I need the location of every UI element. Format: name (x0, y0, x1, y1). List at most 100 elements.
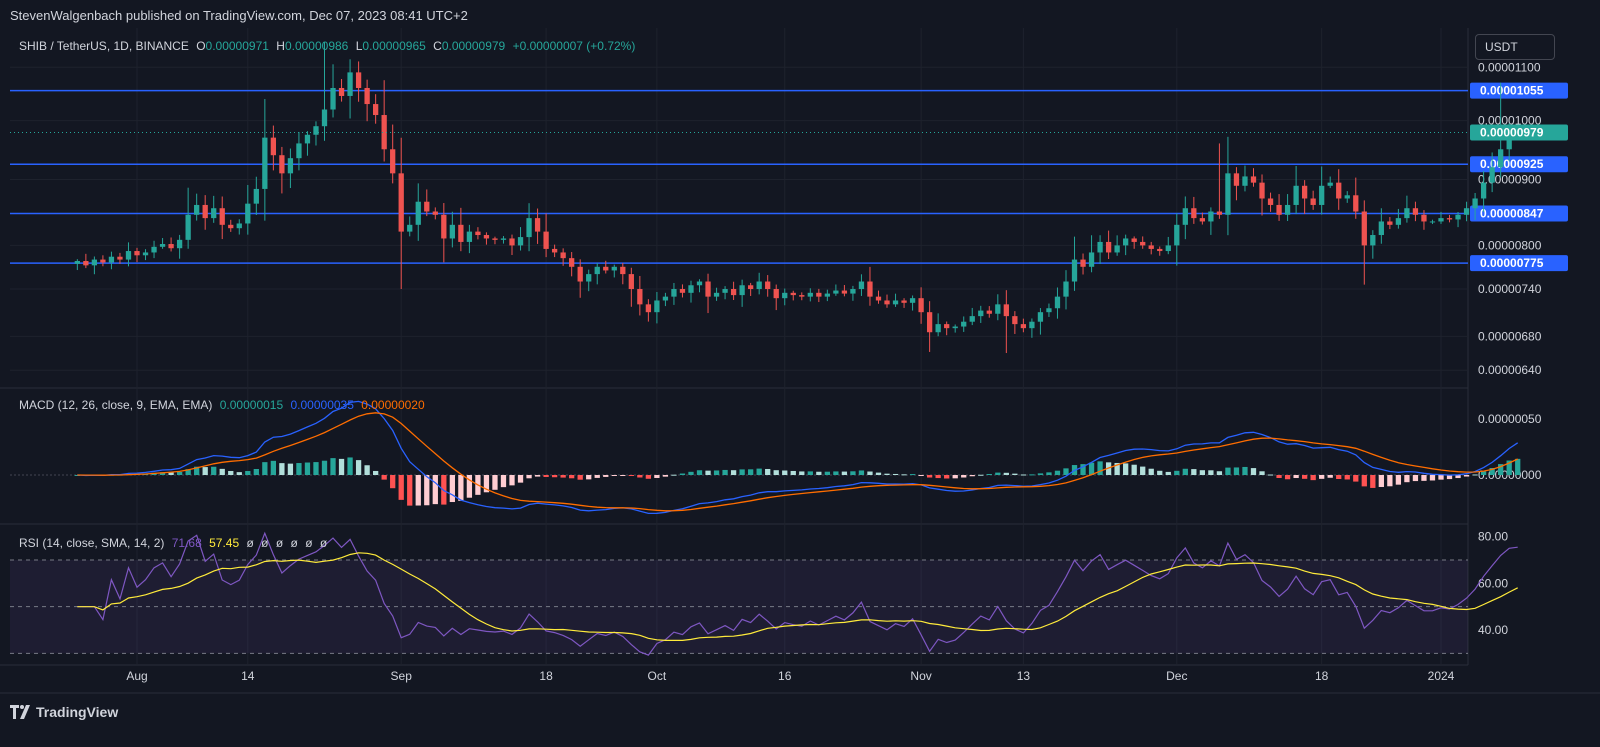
macd-line-value: 0.00000035 (290, 398, 354, 412)
rsi-legend: RSI (14, close, SMA, 14, 2) 71.68 57.45 … (19, 536, 331, 550)
candle-body (961, 321, 967, 327)
macd-histogram-bar (824, 471, 830, 475)
macd-histogram-bar (1301, 475, 1308, 479)
macd-histogram-bar (944, 475, 950, 479)
macd-histogram-bar (1063, 468, 1069, 475)
candle-body (824, 293, 830, 297)
macd-signal-line (77, 412, 1518, 512)
candle-body (83, 261, 89, 266)
candle-body (705, 281, 711, 297)
macd-histogram-bar (713, 470, 720, 475)
macd-tick-label: 0.00000050 (1478, 412, 1542, 426)
candle-body (884, 300, 890, 305)
price-tick-label: 0.00001100 (1478, 60, 1541, 74)
candle-body (748, 285, 754, 290)
candle-body (1344, 195, 1350, 199)
macd-histogram-bar (654, 475, 660, 478)
macd-histogram-bar (449, 475, 455, 503)
price-level-label: 0.00001055 (1480, 84, 1544, 98)
macd-histogram-bar (841, 471, 848, 475)
macd-histogram-bar (560, 475, 566, 478)
candle-body (253, 188, 259, 204)
macd-histogram-bar (1046, 472, 1052, 475)
macd-histogram-bar (688, 471, 694, 475)
macd-histogram-bar (1310, 475, 1316, 481)
macd-histogram-bar (730, 470, 737, 475)
macd-histogram-bar (782, 470, 788, 475)
candle-body (850, 289, 856, 294)
candle-body (901, 300, 907, 303)
macd-histogram-bar (1267, 474, 1274, 476)
rsi-tick-label: 60.00 (1478, 576, 1508, 590)
macd-hist-value: 0.00000015 (219, 398, 284, 412)
candle-body (211, 208, 217, 219)
macd-histogram-bar (850, 471, 856, 475)
candle-body (338, 87, 345, 96)
macd-histogram-bar (671, 474, 677, 476)
candle-body (1463, 208, 1470, 215)
macd-histogram-bar (1429, 475, 1436, 481)
macd-histogram-bar (398, 475, 404, 500)
candle-body (236, 223, 242, 229)
candle-body (1319, 185, 1325, 205)
candle-body (475, 231, 481, 236)
macd-histogram-bar (1438, 475, 1444, 480)
candle-body (1250, 176, 1257, 183)
rsi-empty-3: ø (275, 536, 284, 550)
macd-histogram-bar (1353, 475, 1359, 482)
candle-body (1259, 182, 1265, 199)
candle-body (381, 115, 387, 150)
macd-histogram-bar (1498, 464, 1504, 475)
currency-unit-button[interactable]: USDT (1475, 34, 1555, 60)
rsi-empty-1: ø (246, 536, 254, 550)
candle-body (1105, 241, 1112, 253)
candle-body (978, 310, 984, 317)
macd-histogram-bar (637, 475, 643, 478)
candle-body (560, 252, 566, 259)
candle-body (875, 296, 882, 301)
macd-histogram-bar (1225, 467, 1231, 475)
x-tick-label: 18 (1315, 669, 1329, 683)
candle-body (287, 158, 294, 174)
candle-body (517, 237, 524, 246)
candle-body (1336, 182, 1342, 199)
candle-body (995, 304, 1001, 314)
macd-histogram-bar (1336, 475, 1342, 479)
candle-body (1293, 185, 1299, 205)
macd-histogram-bar (1216, 471, 1223, 475)
macd-histogram-bar (892, 473, 899, 475)
candle-body (1174, 224, 1180, 246)
price-tick-label: 0.00000900 (1478, 173, 1542, 187)
rsi-tick-label: 40.00 (1478, 623, 1508, 637)
candle-body (1506, 134, 1512, 150)
macd-histogram-bar (1088, 462, 1095, 475)
candle-body (1233, 173, 1240, 186)
candle-body (330, 87, 336, 110)
candle-body (466, 231, 473, 242)
macd-histogram-bar (381, 475, 387, 480)
macd-histogram-bar (526, 475, 532, 479)
macd-histogram-bar (1489, 467, 1495, 475)
rsi-value: 71.68 (171, 536, 202, 550)
candle-body (696, 281, 703, 286)
candle-body (100, 259, 106, 263)
candle-body (270, 137, 277, 156)
macd-histogram-bar (287, 463, 294, 475)
macd-histogram-bar (978, 474, 984, 476)
macd-histogram-bar (1131, 464, 1137, 475)
macd-histogram-bar (245, 471, 251, 475)
macd-histogram-bar (1020, 474, 1027, 476)
macd-histogram-bar (176, 471, 183, 475)
candle-body (1480, 182, 1487, 199)
candle-body (662, 296, 669, 301)
candle-body (944, 324, 950, 329)
macd-histogram-bar (304, 462, 311, 475)
macd-histogram-bar (1276, 475, 1282, 478)
macd-histogram-bar (705, 470, 711, 475)
price-tick-label: 0.00000800 (1478, 238, 1542, 252)
candle-body (1242, 176, 1248, 186)
macd-histogram-bar (517, 475, 524, 483)
macd-histogram-bar (1378, 475, 1384, 487)
candle-body (1225, 173, 1231, 215)
macd-histogram-bar (202, 467, 208, 475)
